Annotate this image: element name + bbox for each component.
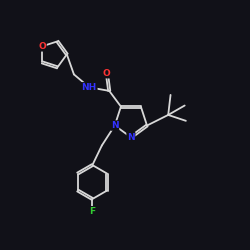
Text: F: F [89,207,96,216]
Text: O: O [103,69,111,78]
Text: O: O [38,42,46,51]
Text: N: N [127,133,135,142]
Text: NH: NH [82,83,97,92]
Text: N: N [111,121,118,130]
